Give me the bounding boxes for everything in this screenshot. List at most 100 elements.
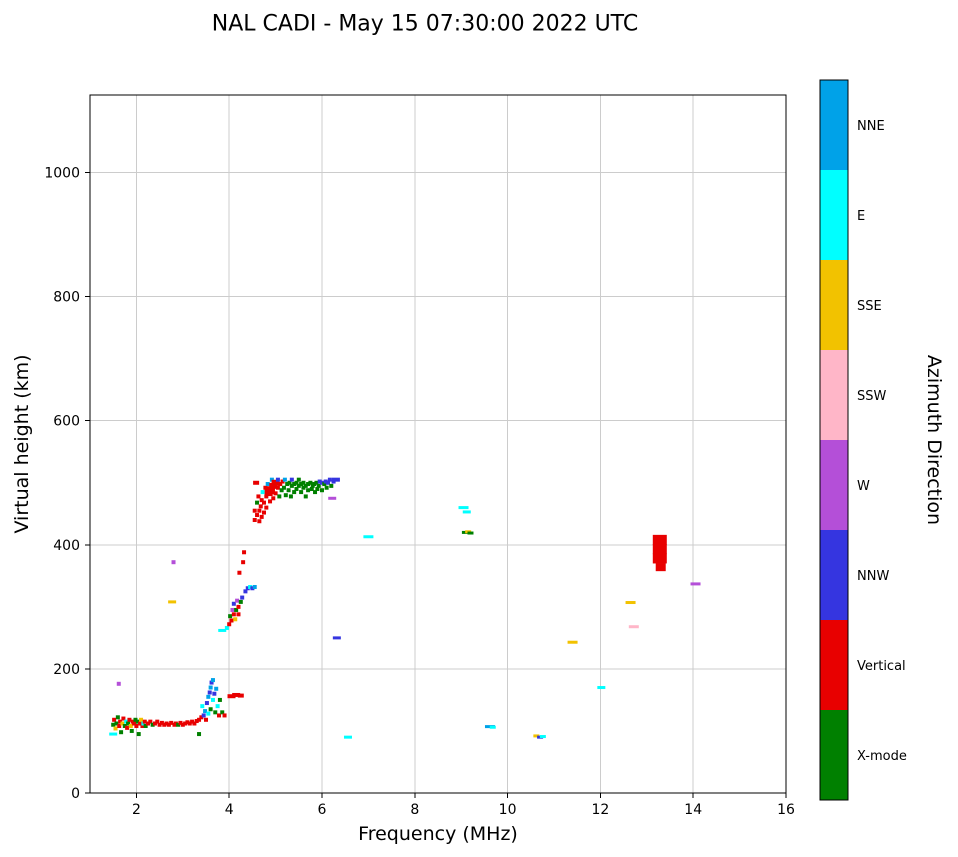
data-point xyxy=(125,725,130,730)
data-point xyxy=(343,735,352,739)
data-point xyxy=(128,723,133,728)
data-point xyxy=(313,490,318,495)
colorbar-tick-label: X-mode xyxy=(857,749,907,764)
colorbar-segment-x-mode xyxy=(820,710,848,801)
data-point xyxy=(146,721,150,726)
data-point xyxy=(316,483,321,488)
data-point xyxy=(271,479,280,486)
data-point xyxy=(289,483,294,488)
data-point xyxy=(217,697,222,702)
data-point xyxy=(227,694,236,699)
data-point xyxy=(326,480,331,485)
data-point xyxy=(148,719,153,724)
data-point xyxy=(303,494,308,499)
data-point xyxy=(237,693,244,698)
data-point xyxy=(143,723,148,728)
data-point xyxy=(183,721,188,726)
data-point xyxy=(197,717,202,722)
data-point xyxy=(289,477,294,482)
data-point xyxy=(252,508,257,513)
data-point xyxy=(322,482,327,487)
data-point xyxy=(278,482,283,487)
grid xyxy=(90,95,787,794)
data-point xyxy=(176,722,181,727)
data-point xyxy=(162,722,167,727)
chart-title: NAL CADI - May 15 07:30:00 2022 UTC xyxy=(211,11,639,37)
data-point xyxy=(299,482,304,487)
data-point xyxy=(253,480,260,485)
data-point xyxy=(269,482,278,489)
data-point xyxy=(155,719,160,724)
colorbar-tick-label: SSE xyxy=(857,299,882,314)
data-point xyxy=(652,544,667,555)
data-point xyxy=(168,600,177,604)
data-point xyxy=(257,519,262,524)
data-point xyxy=(241,560,246,565)
data-point xyxy=(208,685,213,690)
data-point xyxy=(222,713,227,718)
colorbar-border xyxy=(819,79,849,801)
data-point xyxy=(207,690,212,695)
axes xyxy=(85,94,787,798)
data-point xyxy=(215,704,220,709)
y-tick-label: 600 xyxy=(53,414,80,430)
data-point xyxy=(567,640,578,644)
data-point xyxy=(320,480,324,485)
data-point xyxy=(242,550,247,555)
x-tick-label: 6 xyxy=(318,802,327,818)
data-point xyxy=(363,535,374,539)
colorbar-tick-label: NNW xyxy=(857,569,889,584)
data-point xyxy=(169,720,174,725)
data-point xyxy=(252,518,257,523)
data-point xyxy=(539,735,546,739)
data-point xyxy=(262,500,266,505)
data-point xyxy=(218,628,227,632)
data-point xyxy=(127,717,132,722)
data-point xyxy=(118,719,123,724)
data-point xyxy=(164,721,169,726)
data-point xyxy=(115,715,120,720)
data-point xyxy=(192,721,197,726)
colorbar-tick-label: E xyxy=(857,209,865,224)
colorbar-label: Azimuth Direction xyxy=(923,354,945,526)
data-point xyxy=(216,713,221,718)
data-point xyxy=(116,681,121,686)
data-point xyxy=(121,716,126,721)
data-point xyxy=(229,618,234,623)
data-point xyxy=(259,514,264,519)
data-point xyxy=(213,710,218,715)
data-point xyxy=(212,691,217,696)
data-point xyxy=(283,493,288,498)
data-point xyxy=(122,723,127,728)
data-point xyxy=(309,486,314,491)
data-point xyxy=(166,722,171,727)
colorbar-tick-label: W xyxy=(857,479,870,494)
data-point xyxy=(533,734,540,738)
data-point xyxy=(467,531,474,535)
data-point xyxy=(269,477,274,482)
data-point xyxy=(238,599,243,604)
data-point xyxy=(206,711,211,716)
data-point xyxy=(136,732,141,737)
data-point xyxy=(142,719,147,724)
data-point xyxy=(299,490,304,495)
data-point xyxy=(292,490,297,495)
data-point xyxy=(275,477,280,482)
data-point xyxy=(285,482,290,487)
colorbar-segment-sse xyxy=(820,260,848,351)
data-point xyxy=(138,721,143,726)
data-point xyxy=(314,480,319,485)
data-point xyxy=(323,479,328,484)
data-point xyxy=(625,601,636,605)
data-point xyxy=(235,598,240,603)
x-tick-label: 16 xyxy=(777,802,795,818)
data-point xyxy=(234,607,239,612)
data-point xyxy=(306,488,311,493)
colorbar-segment-ssw xyxy=(820,350,848,441)
data-point xyxy=(303,483,308,488)
data-point xyxy=(245,586,250,591)
data-point xyxy=(273,491,278,496)
data-point xyxy=(224,625,229,630)
data-point xyxy=(331,477,340,482)
